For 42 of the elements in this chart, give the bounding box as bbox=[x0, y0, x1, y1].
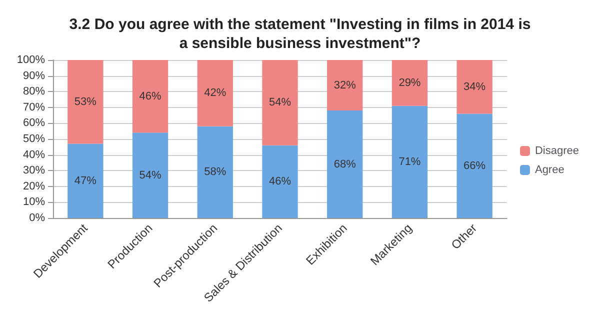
data-label: 68% bbox=[334, 158, 356, 170]
y-tick-label: 30% bbox=[22, 164, 46, 177]
data-label: 54% bbox=[268, 96, 292, 109]
data-label: 47% bbox=[74, 174, 97, 187]
data-label: 42% bbox=[204, 87, 226, 100]
bar bbox=[392, 106, 428, 218]
data-label: 34% bbox=[464, 80, 486, 93]
data-label: 54% bbox=[139, 169, 162, 182]
bar bbox=[197, 60, 233, 126]
bar bbox=[327, 110, 363, 218]
legend-label: Agree bbox=[534, 164, 564, 176]
data-label: 46% bbox=[268, 176, 292, 188]
bar bbox=[132, 60, 168, 133]
bar bbox=[262, 60, 298, 146]
legend-label: Disagree bbox=[534, 145, 580, 157]
y-tick-label: 70% bbox=[22, 101, 46, 114]
y-tick-label: 100% bbox=[16, 54, 46, 66]
bar bbox=[327, 60, 363, 111]
chart-title: 3.2 Do you agree with the statement "Investing in films in 2014 is a sensible business investment"? bbox=[69, 16, 531, 52]
y-tick-label: 50% bbox=[22, 133, 46, 145]
y-tick-label: 40% bbox=[22, 148, 46, 161]
bar bbox=[68, 60, 104, 144]
bar bbox=[197, 126, 233, 218]
bar bbox=[262, 145, 298, 218]
bar bbox=[392, 60, 428, 106]
y-tick-label: 80% bbox=[22, 86, 46, 98]
data-label: 58% bbox=[204, 166, 226, 178]
data-label: 53% bbox=[74, 96, 97, 108]
bar bbox=[456, 114, 492, 218]
data-label: 46% bbox=[139, 90, 162, 102]
data-label: 32% bbox=[334, 79, 356, 92]
bar bbox=[132, 132, 168, 218]
y-tick-label: 60% bbox=[22, 117, 46, 130]
data-label: 29% bbox=[398, 76, 421, 89]
data-label: 71% bbox=[398, 156, 421, 168]
bar bbox=[68, 144, 104, 218]
y-tick-label: 0% bbox=[29, 212, 46, 224]
bar bbox=[456, 60, 492, 114]
y-tick-label: 90% bbox=[22, 70, 46, 82]
y-tick-label: 10% bbox=[22, 196, 46, 208]
y-tick-label: 20% bbox=[22, 180, 46, 192]
data-label: 66% bbox=[464, 160, 486, 172]
